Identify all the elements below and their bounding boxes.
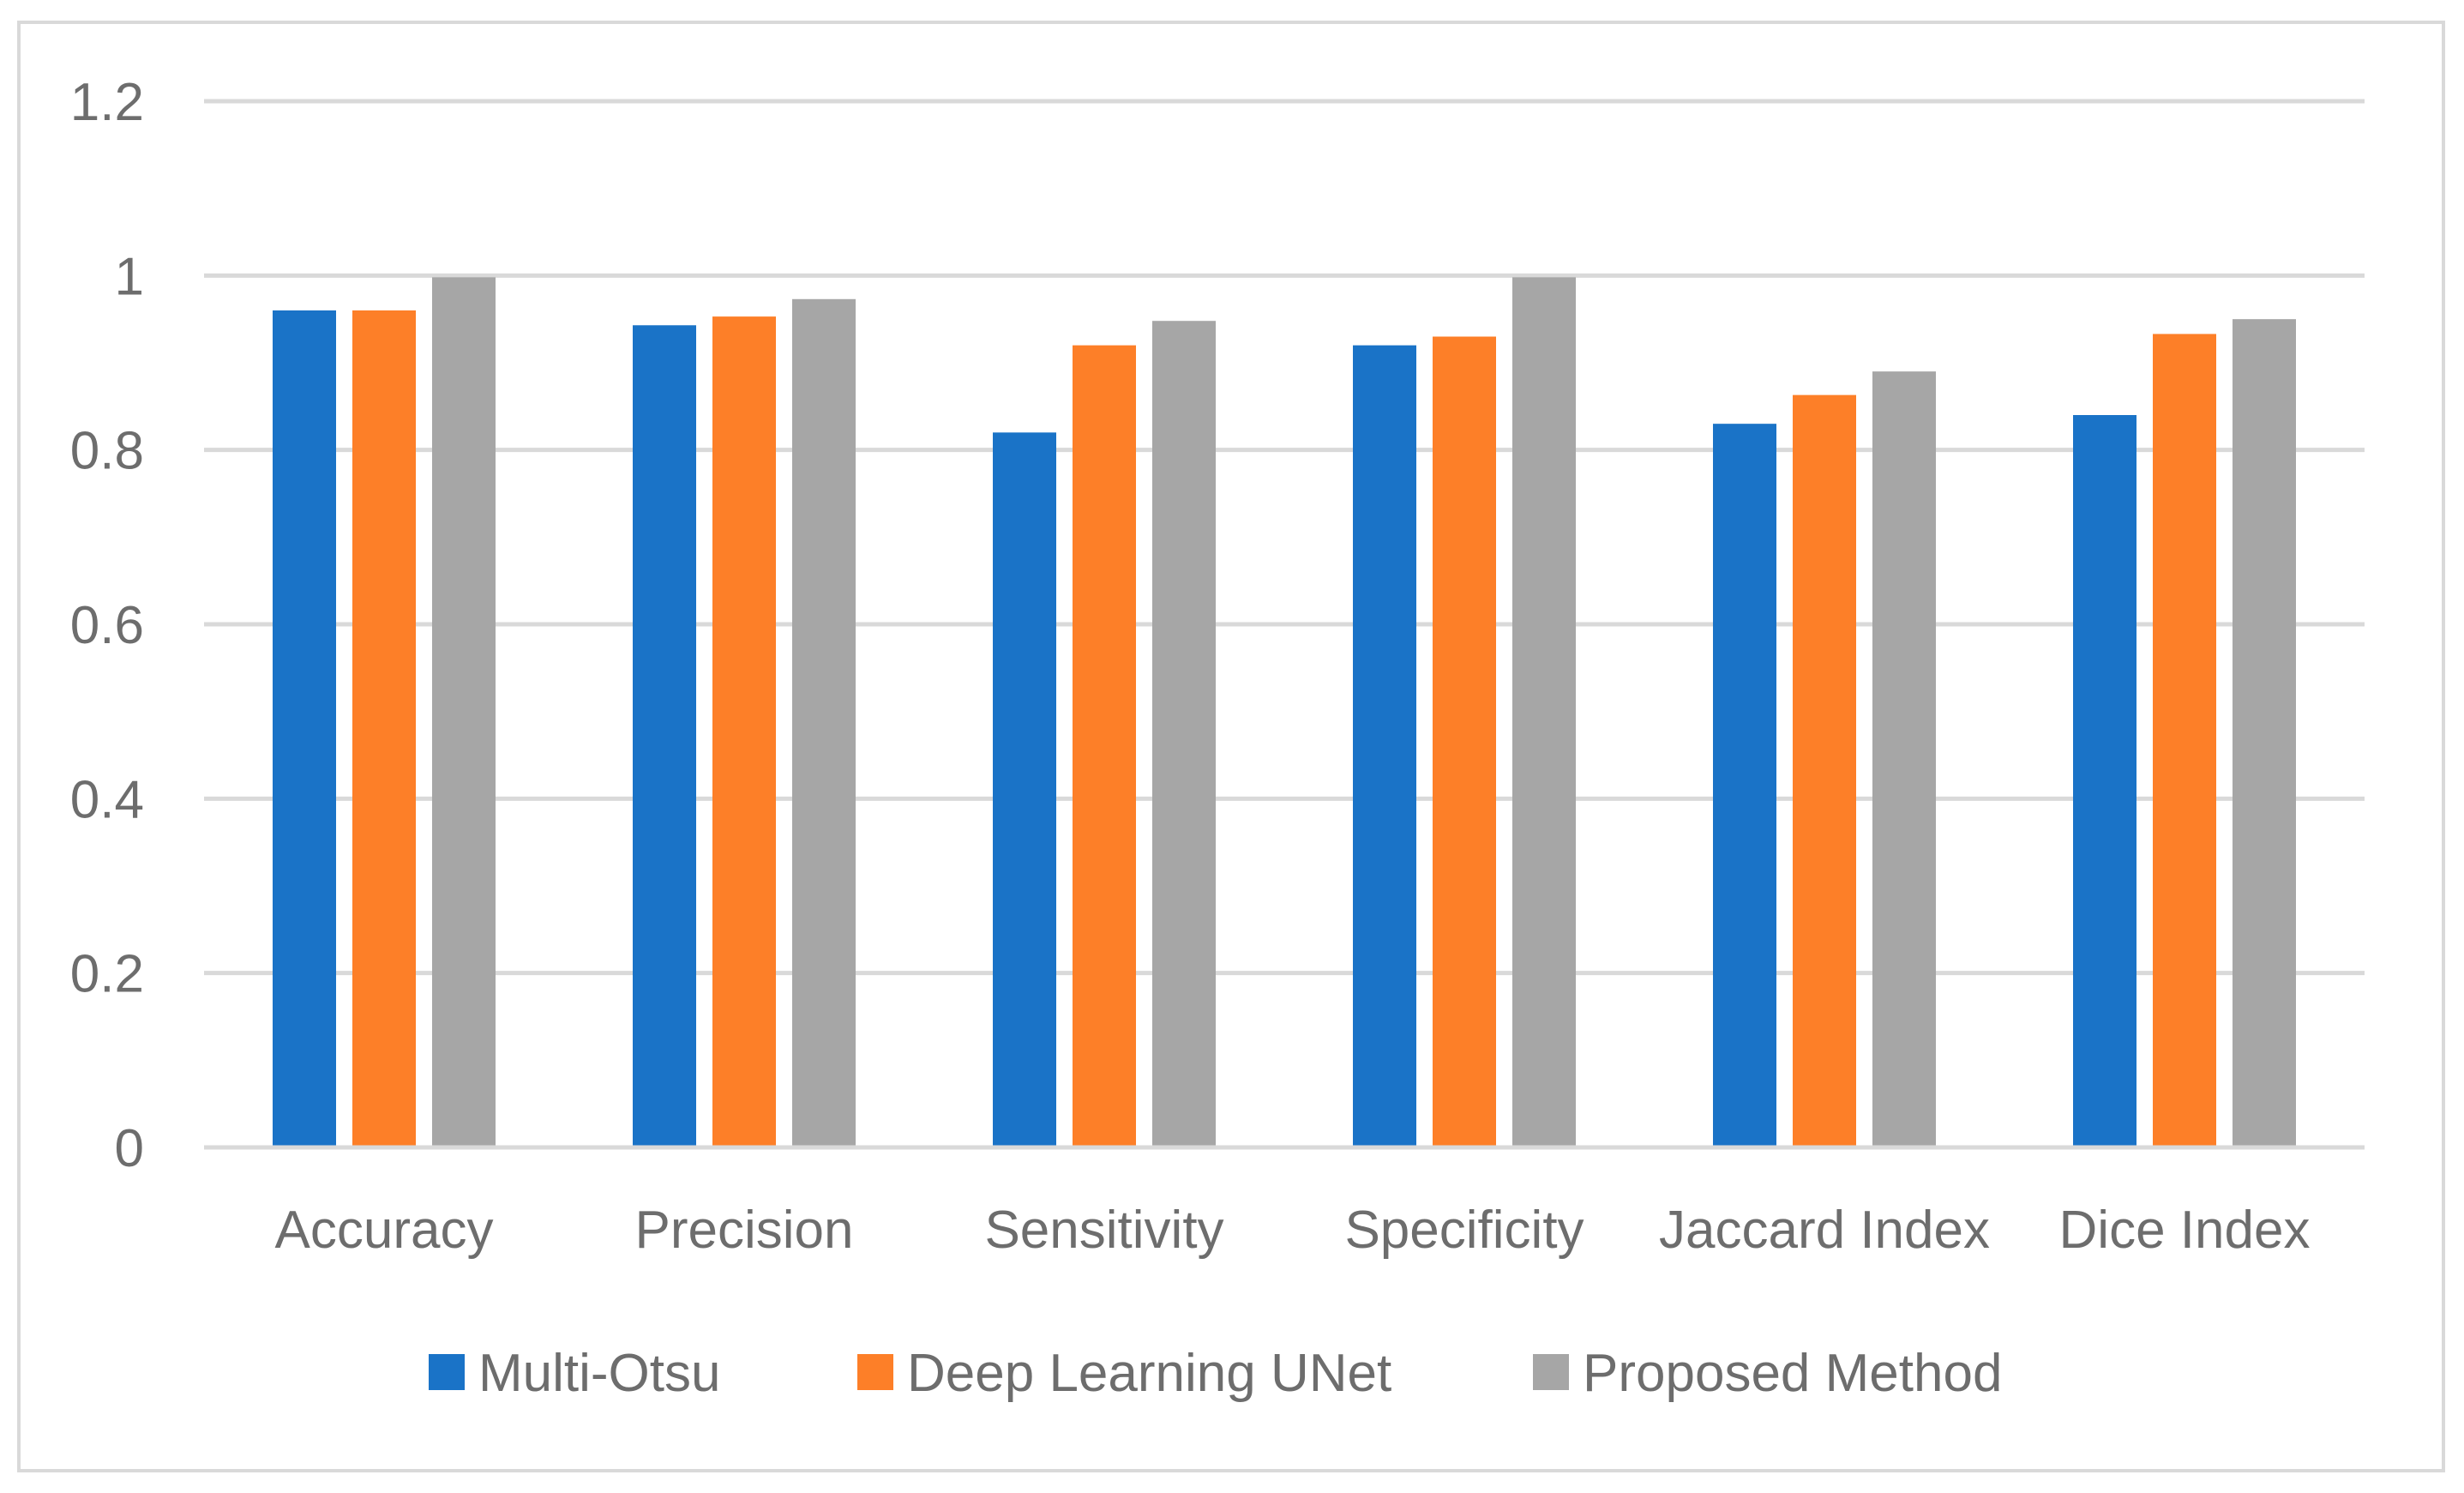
bar-multi-otsu-precision (633, 325, 696, 1147)
legend-swatch (1533, 1354, 1569, 1390)
legend-label: Proposed Method (1583, 1344, 2002, 1403)
category-label: Sensitivity (984, 1201, 1223, 1260)
bar-deep-learning-unet-specificity (1433, 336, 1496, 1147)
category-label: Specificity (1344, 1201, 1584, 1260)
bar-multi-otsu-dice-index (2073, 415, 2136, 1147)
category-labels: Accuracy Precision Sensitivity Specificity J… (275, 1201, 2311, 1260)
category-label: Accuracy (275, 1201, 494, 1260)
gridlines (204, 99, 2365, 976)
bar-deep-learning-unet-dice-index (2153, 334, 2216, 1147)
category-label: Dice Index (2059, 1201, 2311, 1260)
bar-multi-otsu-jaccard-index (1713, 424, 1776, 1148)
y-tick-label: 0 (115, 1119, 144, 1178)
bar-deep-learning-unet-sensitivity (1073, 345, 1136, 1148)
legend-swatch (857, 1354, 893, 1390)
bar-multi-otsu-accuracy (273, 310, 336, 1147)
bar-proposed-method-dice-index (2233, 319, 2296, 1148)
legend: Multi-Otsu Deep Learning UNet Proposed Met… (429, 1344, 2002, 1403)
y-axis-tick-labels: 0 0.2 0.4 0.6 0.8 1 1.2 (70, 73, 144, 1178)
bar-deep-learning-unet-accuracy (352, 310, 416, 1147)
bar-proposed-method-jaccard-index (1872, 371, 1936, 1148)
legend-label: Multi-Otsu (478, 1344, 720, 1403)
bar-proposed-method-precision (792, 298, 856, 1147)
bar-deep-learning-unet-jaccard-index (1793, 394, 1856, 1147)
bar-multi-otsu-specificity (1353, 345, 1416, 1148)
y-tick-label: 0.4 (70, 770, 144, 829)
category-label: Precision (635, 1201, 854, 1260)
y-tick-label: 0.8 (70, 422, 144, 481)
category-label: Jaccard Index (1659, 1201, 1990, 1260)
bar-multi-otsu-sensitivity (993, 432, 1056, 1147)
y-tick-label: 0.6 (70, 596, 144, 655)
y-tick-label: 0.2 (70, 945, 144, 1004)
bar-proposed-method-specificity (1512, 277, 1576, 1147)
legend-swatch (429, 1354, 465, 1390)
y-tick-label: 1 (115, 247, 144, 306)
legend-label: Deep Learning UNet (907, 1344, 1391, 1403)
bar-deep-learning-unet-precision (712, 316, 776, 1147)
bars (273, 277, 2296, 1148)
y-tick-label: 1.2 (70, 73, 144, 132)
bar-proposed-method-accuracy (432, 277, 496, 1147)
bar-proposed-method-sensitivity (1152, 321, 1216, 1147)
chart-frame (17, 21, 2445, 1472)
